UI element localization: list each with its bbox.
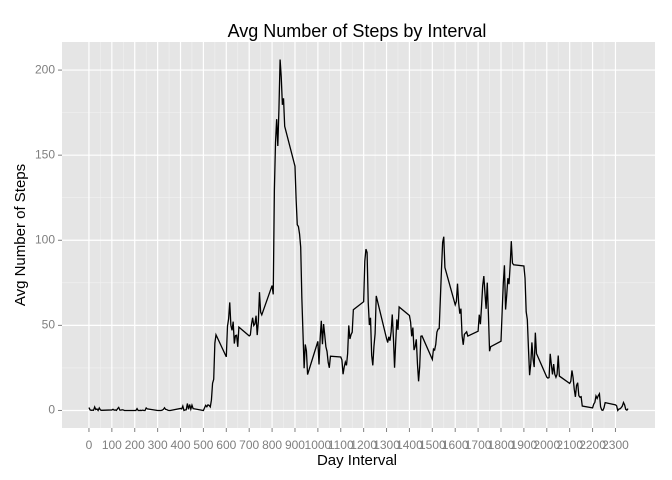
x-tick-label: 0: [86, 438, 93, 452]
x-tick-label: 100: [102, 438, 122, 452]
x-tick-label: 1500: [419, 438, 446, 452]
y-axis-title: Avg Number of Steps: [12, 164, 29, 306]
y-tick-label: 0: [48, 403, 55, 417]
data-line: [88, 59, 629, 412]
chart-title: Avg Number of Steps by Interval: [228, 21, 487, 41]
x-tick-label: 1700: [465, 438, 492, 452]
x-tick-label: 2300: [602, 438, 629, 452]
x-tick-label: 700: [239, 438, 259, 452]
x-tick-label: 1900: [511, 438, 538, 452]
x-tick-label: 200: [125, 438, 145, 452]
x-tick-label: 1100: [328, 438, 354, 452]
x-tick-label: 800: [262, 438, 282, 452]
y-tick-label: 50: [42, 318, 56, 332]
x-tick-label: 900: [285, 438, 305, 452]
y-tick-label: 150: [35, 147, 55, 161]
y-tick-label: 100: [35, 232, 55, 246]
x-tick-label: 2200: [579, 438, 606, 452]
x-tick-label: 1400: [396, 438, 423, 452]
x-tick-label: 1300: [373, 438, 400, 452]
x-tick-label: 300: [148, 438, 168, 452]
x-tick-label: 1600: [442, 438, 469, 452]
x-tick-label: 1200: [350, 438, 377, 452]
x-tick-label: 2100: [556, 438, 583, 452]
x-tick-label: 1800: [488, 438, 515, 452]
x-tick-label: 500: [193, 438, 213, 452]
x-axis-title: Day Interval: [317, 452, 397, 469]
y-tick-label: 200: [35, 62, 55, 76]
x-tick-label: 1000: [305, 438, 332, 452]
x-tick-label: 400: [171, 438, 191, 452]
x-tick-label: 600: [216, 438, 236, 452]
plot-panel: [62, 42, 655, 428]
x-tick-label: 2000: [533, 438, 560, 452]
